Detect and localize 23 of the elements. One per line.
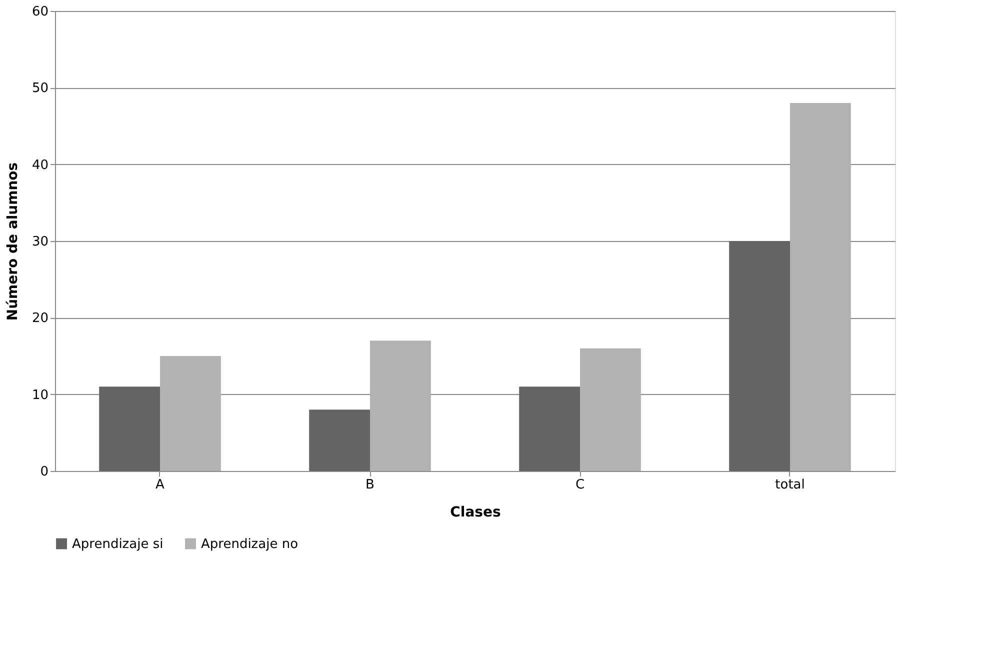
x-tick-label: C — [575, 478, 585, 492]
bar — [790, 103, 851, 471]
y-tick-label: 10 — [32, 388, 48, 403]
y-tick-label: 20 — [32, 311, 48, 326]
y-tick-label: 40 — [32, 158, 48, 173]
bar — [729, 241, 790, 471]
y-tick-label: 60 — [32, 4, 48, 20]
y-tick-label: 0 — [40, 464, 48, 480]
bar — [99, 386, 160, 471]
x-tick-label: B — [366, 478, 374, 492]
bar — [580, 348, 641, 471]
x-axis-title: Clases — [450, 504, 501, 520]
y-tick-label: 50 — [32, 81, 48, 96]
bar — [309, 410, 370, 471]
bar — [160, 356, 221, 471]
x-tick-label: A — [156, 478, 165, 492]
x-tick-label: total — [775, 478, 805, 492]
legend-label: Aprendizaje si — [72, 536, 164, 552]
y-tick-label: 30 — [32, 234, 48, 250]
legend-label: Aprendizaje no — [201, 536, 298, 552]
bar — [370, 340, 431, 471]
y-axis-title: Número de alumnos — [4, 162, 21, 321]
bar — [519, 386, 580, 471]
